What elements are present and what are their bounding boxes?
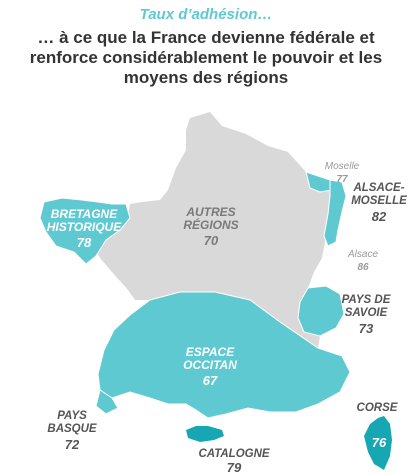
region-name: OCCITAN [183, 358, 237, 372]
region-name: PAYS DE [341, 294, 391, 306]
label-savoie: PAYS DE SAVOIE 73 [336, 294, 396, 335]
region-autres [88, 112, 334, 348]
question-text: … à ce que la France devienne fédérale e… [18, 28, 394, 88]
region-name: CORSE [356, 402, 398, 414]
region-value: 72 [64, 437, 80, 452]
region-name: RÉGIONS [183, 218, 239, 232]
region-basque[interactable] [95, 389, 119, 415]
label-basque: PAYS BASQUE 72 [44, 410, 100, 451]
region-name: ALSACE- [353, 182, 405, 194]
region-name: MOSELLE [351, 195, 407, 207]
label-corse-value: 76 [366, 434, 392, 449]
region-name: Alsace [347, 249, 378, 260]
region-value: 73 [358, 321, 374, 336]
region-value: 76 [371, 435, 387, 450]
region-name: HISTORIQUE [46, 220, 122, 234]
region-occitan[interactable] [97, 291, 351, 419]
region-name: BASQUE [47, 423, 97, 435]
region-value: 82 [371, 209, 387, 224]
region-catalogne[interactable] [186, 426, 224, 442]
map-subtitle: Taux d’adhésion… [139, 6, 273, 23]
question-line: moyens des régions [123, 68, 289, 87]
label-catalogne: CATALOGNE 79 [196, 448, 272, 474]
label-autres: AUTRES RÉGIONS 70 [176, 205, 246, 248]
region-name: AUTRES [186, 205, 236, 219]
region-name: Moselle [324, 161, 360, 172]
label-corse: CORSE [352, 402, 402, 415]
label-moselle: Moselle 77 [312, 160, 372, 186]
region-value: 77 [336, 174, 348, 185]
region-value: 70 [203, 233, 219, 248]
question-line: … à ce que la France devienne fédérale e… [37, 28, 375, 47]
region-name: ESPACE [185, 345, 235, 359]
region-name: CATALOGNE [198, 448, 270, 460]
question-line: renforce considérablement le pouvoir et … [29, 48, 383, 67]
region-alsace[interactable] [323, 179, 347, 247]
region-name: SAVOIE [344, 307, 388, 319]
region-name: PAYS [57, 410, 87, 422]
region-value: 78 [76, 235, 92, 250]
region-bretagne[interactable] [39, 197, 131, 265]
region-savoie[interactable] [297, 285, 345, 337]
label-bretagne: BRETAGNE HISTORIQUE 78 [40, 207, 128, 250]
region-name: BRETAGNE [50, 207, 118, 221]
region-corse[interactable] [364, 416, 392, 470]
region-value: 86 [357, 262, 369, 273]
region-value: 79 [226, 460, 242, 475]
region-value: 67 [202, 373, 218, 388]
label-alsace: Alsace 86 [338, 248, 388, 274]
label-occitan: ESPACE OCCITAN 67 [170, 345, 250, 388]
label-alsace-moselle: ALSACE- MOSELLE 82 [348, 182, 410, 223]
